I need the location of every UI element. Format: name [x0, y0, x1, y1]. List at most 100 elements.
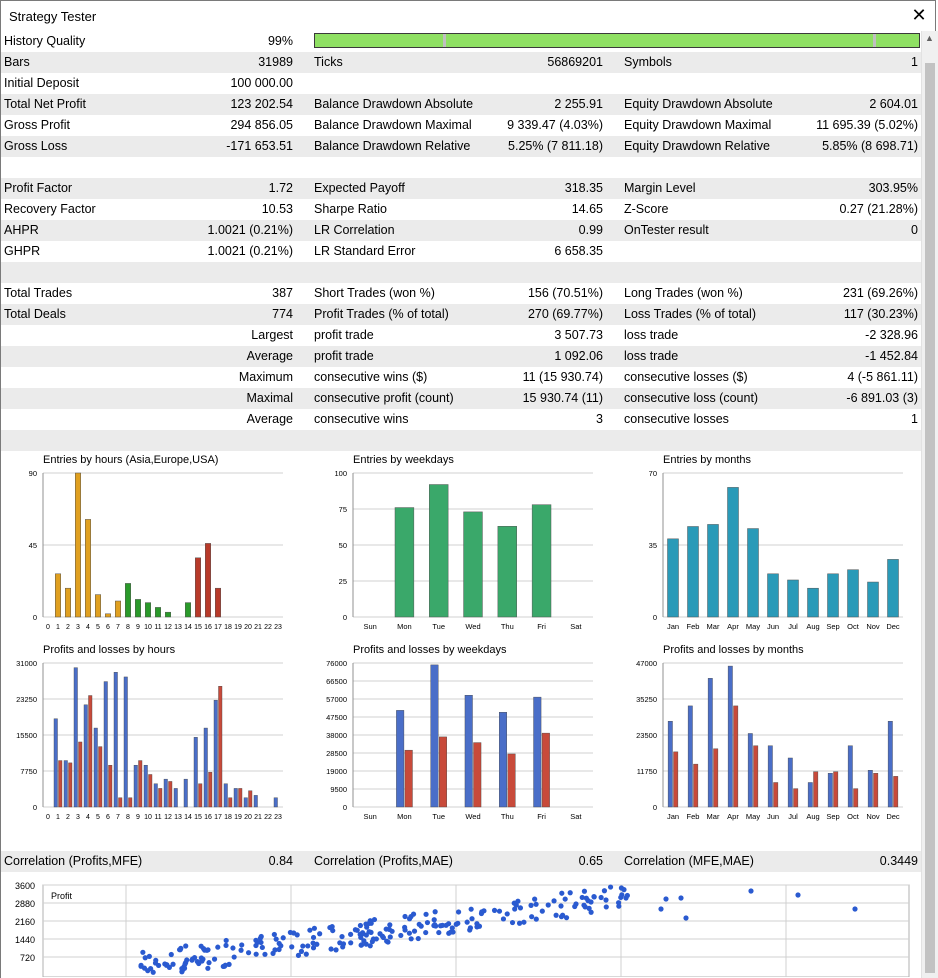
x-tick-label: 13	[174, 814, 182, 821]
x-tick-label: Jan	[667, 622, 679, 631]
stat-label: loss trade	[624, 349, 679, 363]
scatter-point	[446, 930, 452, 936]
scatter-point	[678, 895, 684, 901]
y-tick-label: 1440	[15, 935, 35, 945]
scatter-point	[289, 944, 295, 950]
loss-bar	[118, 797, 123, 808]
x-tick-label: 16	[204, 624, 212, 631]
scatter-point	[449, 925, 455, 931]
bar	[115, 600, 121, 618]
close-icon[interactable]: ✕	[911, 5, 927, 25]
scatter-point	[359, 942, 365, 948]
y-tick-label: 7750	[20, 767, 37, 776]
profit-bar	[827, 773, 833, 808]
x-tick-label: Oct	[847, 622, 860, 631]
loss-bar	[793, 788, 799, 808]
bar	[463, 511, 483, 618]
scatter-point	[150, 969, 156, 975]
scatter-point	[368, 920, 374, 926]
chart-title: Entries by weekdays	[353, 454, 454, 466]
scatter-point	[194, 958, 200, 965]
stat-label: loss trade	[624, 328, 679, 342]
scatter-point	[239, 942, 245, 948]
loss-bar	[507, 753, 516, 808]
loss-bar	[158, 788, 163, 808]
scatter-point	[432, 922, 438, 928]
scatter-point	[231, 954, 237, 960]
chart-1: Entries by weekdays 0 25 50 75 100 Sun Mon Tue We…	[311, 451, 611, 641]
corr-label-1: Correlation (Profits,MFE)	[4, 854, 143, 868]
scatter-point	[406, 930, 413, 936]
history-quality-bar	[314, 33, 920, 48]
scatter-point	[307, 927, 313, 933]
stat-label: Margin Level	[624, 181, 696, 195]
stat-label: consecutive losses	[624, 412, 729, 426]
stat-label: Profit Factor	[4, 181, 73, 195]
scatter-point	[305, 943, 311, 949]
stat-value: 3	[596, 412, 603, 426]
chart-title: Profits and losses by hours	[43, 644, 176, 656]
bar	[667, 538, 679, 618]
stats-row: Gross Profit 294 856.05 Balance Drawdown M…	[1, 115, 923, 136]
scatter-point	[387, 922, 393, 928]
bar	[747, 528, 759, 618]
stat-value: 387	[272, 286, 293, 300]
bar	[75, 472, 81, 618]
bar	[727, 487, 739, 618]
bar	[707, 524, 719, 618]
scatter-point	[663, 896, 669, 902]
scatter-point	[317, 931, 323, 937]
vertical-scrollbar[interactable]: ▲	[921, 31, 938, 978]
scatter-point	[479, 909, 485, 915]
scatter-point	[467, 925, 474, 931]
loss-bar	[58, 760, 63, 808]
scroll-up-icon[interactable]: ▲	[925, 33, 934, 43]
profit-bar	[767, 745, 773, 808]
stat-label: Equity Drawdown Absolute	[624, 97, 773, 111]
stats-row: AHPR 1.0021 (0.21%) LR Correlation 0.99 OnTe…	[1, 220, 923, 241]
stat-label: Total Deals	[4, 307, 66, 321]
scatter-point	[211, 956, 218, 962]
x-tick-label: 12	[164, 814, 172, 821]
stat-value: Maximum	[238, 370, 293, 384]
loss-bar	[88, 695, 93, 808]
x-tick-label: 1	[56, 624, 60, 631]
scatter-point	[198, 943, 204, 949]
x-tick-label: 0	[46, 814, 50, 821]
stat-value: 15 930.74 (11)	[522, 391, 603, 405]
bar	[125, 583, 131, 618]
y-tick-label: 0	[343, 803, 347, 812]
chart-title: Entries by months	[663, 454, 752, 466]
scatter-point	[431, 917, 437, 923]
scatter-point	[528, 902, 534, 908]
loss-bar	[108, 764, 113, 808]
profit-bar	[787, 757, 793, 808]
stat-label: Bars	[4, 55, 30, 69]
y-tick-label: 35	[649, 541, 657, 550]
y-tick-label: 0	[653, 803, 657, 812]
scatter-point	[386, 926, 392, 932]
scatter-point	[567, 890, 573, 896]
scatter-point	[588, 899, 594, 905]
loss-bar	[753, 745, 759, 808]
bar	[827, 573, 839, 618]
stat-value: 5.85% (8 698.71)	[822, 139, 918, 153]
profit-bar	[203, 727, 208, 808]
stat-label: profit trade	[314, 349, 374, 363]
scatter-point	[411, 928, 418, 934]
scatter-point	[223, 937, 229, 944]
x-tick-label: 6	[106, 814, 110, 821]
stat-value: 1.0021 (0.21%)	[207, 223, 293, 237]
scrollbar-thumb[interactable]	[925, 63, 935, 973]
chart-svg: Profits and losses by weekdays 0 9500 19000…	[326, 644, 593, 821]
scatter-point	[190, 956, 196, 962]
loss-bar	[238, 788, 243, 808]
scatter-point	[368, 929, 374, 935]
bar	[847, 569, 859, 618]
x-tick-label: Apr	[727, 812, 739, 821]
loss-bar	[98, 746, 103, 808]
stat-label: Z-Score	[624, 202, 669, 216]
profit-mfe-scatter: 3600 2880 2160 1440 720 Profit	[1, 877, 923, 978]
scatter-point	[500, 916, 507, 922]
profit-bar	[727, 665, 733, 808]
